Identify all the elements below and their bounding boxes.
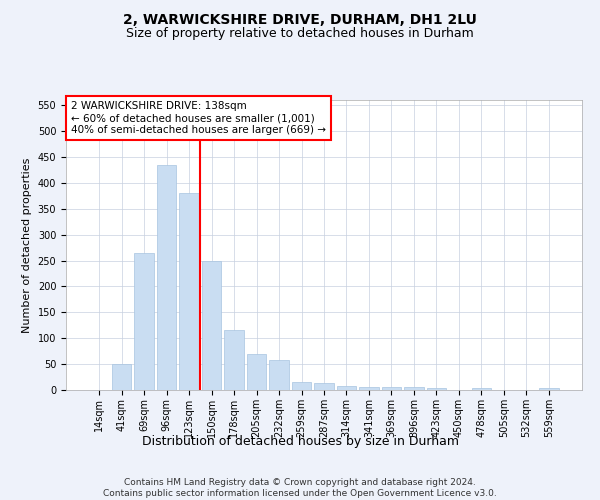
Bar [269,360,289,390]
Text: Size of property relative to detached houses in Durham: Size of property relative to detached ho… [126,28,474,40]
Bar [382,388,401,390]
Bar [427,388,446,390]
Text: 2 WARWICKSHIRE DRIVE: 138sqm
← 60% of detached houses are smaller (1,001)
40% of: 2 WARWICKSHIRE DRIVE: 138sqm ← 60% of de… [71,102,326,134]
Bar [112,364,131,390]
Bar [134,253,154,390]
Bar [292,382,311,390]
Text: Distribution of detached houses by size in Durham: Distribution of detached houses by size … [142,435,458,448]
Bar [314,384,334,390]
Text: 2, WARWICKSHIRE DRIVE, DURHAM, DH1 2LU: 2, WARWICKSHIRE DRIVE, DURHAM, DH1 2LU [123,12,477,26]
Bar [179,193,199,390]
Bar [404,388,424,390]
Bar [157,164,176,390]
Bar [224,330,244,390]
Bar [472,388,491,390]
Y-axis label: Number of detached properties: Number of detached properties [22,158,32,332]
Bar [539,388,559,390]
Bar [359,388,379,390]
Bar [247,354,266,390]
Text: Contains HM Land Registry data © Crown copyright and database right 2024.
Contai: Contains HM Land Registry data © Crown c… [103,478,497,498]
Bar [202,260,221,390]
Bar [337,386,356,390]
